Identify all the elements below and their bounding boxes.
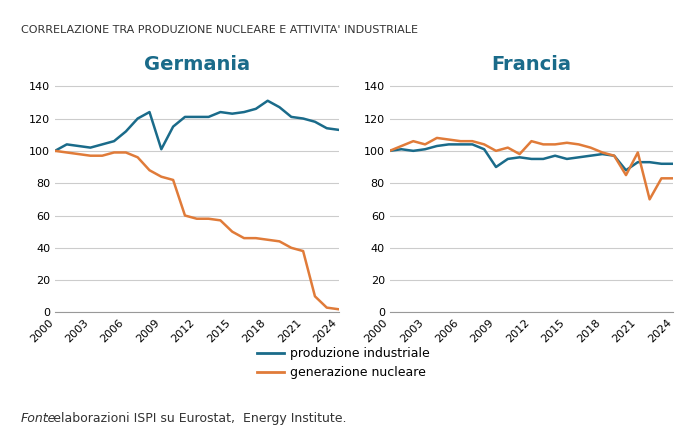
Text: CORRELAZIONE TRA PRODUZIONE NUCLEARE E ATTIVITA' INDUSTRIALE: CORRELAZIONE TRA PRODUZIONE NUCLEARE E A… (21, 25, 418, 35)
Legend: produzione industriale, generazione nucleare: produzione industriale, generazione nucl… (251, 342, 436, 385)
Text: Fonte: Fonte (21, 412, 56, 425)
Title: Francia: Francia (491, 55, 572, 74)
Title: Germania: Germania (144, 55, 250, 74)
Text: : elaborazioni ISPI su Eurostat,  Energy Institute.: : elaborazioni ISPI su Eurostat, Energy … (45, 412, 346, 425)
